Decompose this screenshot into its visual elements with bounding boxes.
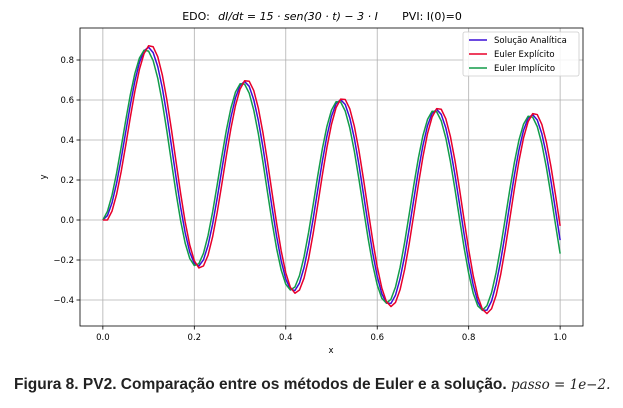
series-layer [102, 45, 561, 315]
legend: Solução Analítica Euler Explícito Euler … [462, 31, 580, 77]
x-tick-label: 0.4 [279, 333, 293, 343]
ticks-layer: 0.0 0.2 0.4 0.6 0.8 1.0 −0.4 −0.2 0.0 0.2 0.4 0.6 0.… [53, 56, 567, 343]
legend-label-explicit: Euler Explícito [494, 50, 555, 60]
chart-title-equation: dI/dt = 15 · sen(30 · t) − 3 · I [218, 10, 378, 23]
legend-label-analytic: Solução Analítica [494, 36, 567, 46]
legend-box [462, 31, 580, 77]
y-tick-label: 0.8 [60, 56, 74, 66]
x-tick-label: 1.0 [553, 333, 567, 343]
caption-text: Figura 8. PV2. Comparação entre os métod… [14, 376, 507, 393]
y-axis-label: y [39, 174, 49, 179]
y-tick-label: −0.4 [53, 296, 74, 306]
chart-title-left: EDO: [182, 10, 210, 23]
plot-frame [79, 27, 584, 327]
series-line-explicit [102, 45, 561, 315]
x-tick-label: 0.6 [370, 333, 384, 343]
legend-label-implicit: Euler Implícito [494, 64, 555, 74]
series-line-analytic [102, 46, 561, 312]
series-line-implicit [102, 49, 561, 311]
y-tick-label: 0.2 [60, 176, 74, 186]
caption-math: passo = 1e−2. [511, 377, 611, 393]
figure-caption: Figura 8. PV2. Comparação entre os métod… [14, 376, 614, 394]
x-tick-label: 0.2 [188, 333, 202, 343]
chart-title-right: PVI: I(0)=0 [402, 10, 462, 23]
y-tick-label: 0.0 [60, 216, 74, 226]
y-tick-label: 0.6 [60, 96, 74, 106]
x-tick-label: 0.8 [462, 333, 476, 343]
x-tick-label: 0.0 [96, 333, 110, 343]
x-axis-label: x [328, 346, 333, 356]
y-tick-label: −0.2 [53, 256, 74, 266]
y-tick-label: 0.4 [60, 136, 74, 146]
